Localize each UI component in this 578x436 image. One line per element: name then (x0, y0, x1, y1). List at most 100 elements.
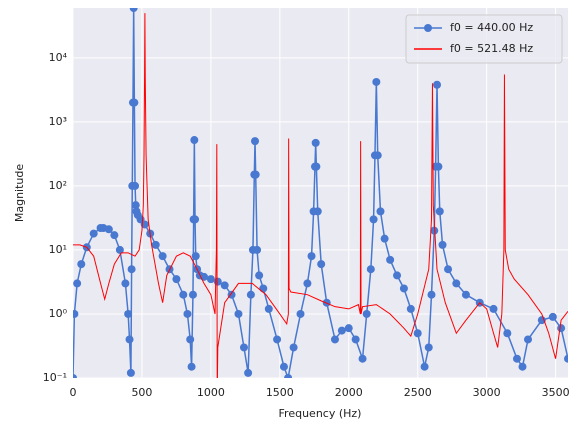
y-axis-label: Magnitude (13, 164, 26, 223)
marker (251, 137, 260, 146)
marker (351, 335, 360, 344)
x-tick-label: 1000 (197, 386, 225, 399)
marker (435, 207, 444, 216)
marker (313, 207, 322, 216)
marker (251, 170, 260, 179)
marker (380, 234, 389, 243)
y-tick-label: 10² (49, 179, 67, 192)
marker (244, 368, 253, 377)
marker (524, 335, 533, 344)
marker (376, 207, 385, 216)
marker (406, 304, 415, 313)
marker (289, 343, 298, 352)
plot-area (73, 8, 568, 378)
marker (190, 136, 199, 145)
marker (312, 162, 321, 171)
marker (125, 335, 134, 344)
marker (444, 265, 453, 274)
marker (430, 226, 439, 235)
marker (564, 354, 568, 363)
marker (110, 231, 119, 240)
marker (438, 240, 447, 249)
marker (373, 151, 382, 160)
x-tick-label: 2000 (335, 386, 363, 399)
marker (187, 362, 196, 371)
marker (130, 98, 139, 107)
legend-label: f0 = 521.48 Hz (450, 42, 533, 55)
marker (393, 271, 402, 280)
marker (206, 275, 215, 284)
marker (372, 77, 381, 86)
marker (104, 225, 113, 234)
marker (317, 260, 326, 269)
marker (131, 181, 140, 190)
marker (311, 138, 320, 147)
marker (255, 271, 264, 280)
marker (413, 329, 422, 338)
marker (127, 265, 136, 274)
x-tick-label: 500 (131, 386, 152, 399)
y-tick-label: 10³ (49, 115, 67, 128)
marker (518, 362, 527, 371)
y-tick-label: 10¹ (49, 243, 67, 256)
marker (131, 201, 140, 210)
marker (433, 80, 442, 89)
marker (188, 290, 197, 299)
x-tick-label: 1500 (266, 386, 294, 399)
marker (399, 284, 408, 293)
y-tick-label: 10⁻¹ (43, 371, 67, 384)
marker (77, 260, 86, 269)
marker (129, 8, 138, 12)
marker (191, 215, 200, 224)
marker (512, 354, 521, 363)
x-tick-label: 3000 (473, 386, 501, 399)
marker (284, 374, 293, 378)
marker (369, 215, 378, 224)
marker (115, 245, 124, 254)
marker (434, 162, 443, 171)
marker (73, 279, 82, 288)
marker (151, 240, 160, 249)
marker (124, 309, 133, 318)
marker (273, 335, 282, 344)
marker (213, 277, 222, 286)
marker (548, 312, 557, 321)
marker (73, 309, 79, 318)
marker (158, 252, 167, 261)
marker (191, 252, 200, 261)
x-tick-label: 3500 (542, 386, 570, 399)
marker (366, 265, 375, 274)
legend-label: f0 = 440.00 Hz (450, 21, 533, 34)
marker (179, 290, 188, 299)
x-tick-label: 2500 (404, 386, 432, 399)
marker (246, 290, 255, 299)
marker (264, 304, 273, 313)
y-tick-label: 10⁰ (49, 307, 68, 320)
marker (503, 329, 512, 338)
marker (330, 335, 339, 344)
marker (452, 279, 461, 288)
marker (557, 324, 566, 333)
marker (461, 290, 470, 299)
marker (344, 324, 353, 333)
x-tick-label: 0 (70, 386, 77, 399)
marker (253, 245, 262, 254)
marker (126, 368, 135, 377)
marker (307, 252, 316, 261)
marker (386, 255, 395, 264)
marker (220, 281, 229, 290)
marker (73, 374, 77, 378)
marker (362, 309, 371, 318)
marker (337, 326, 346, 335)
marker (358, 354, 367, 363)
marker (296, 309, 305, 318)
series-line (73, 13, 568, 378)
legend-marker (424, 24, 432, 32)
marker (89, 229, 98, 238)
marker (259, 284, 268, 293)
marker (121, 279, 130, 288)
legend-box (405, 14, 563, 64)
marker (424, 343, 433, 352)
marker (186, 335, 195, 344)
